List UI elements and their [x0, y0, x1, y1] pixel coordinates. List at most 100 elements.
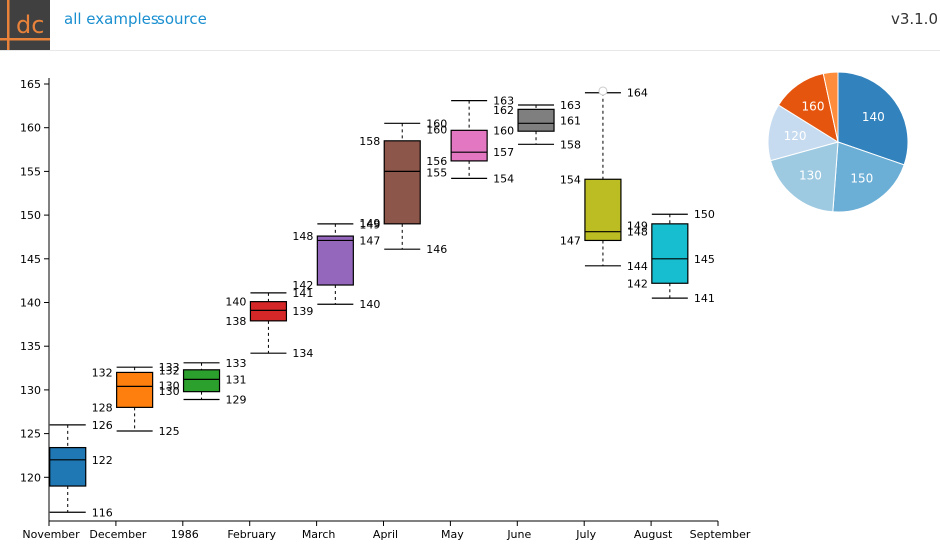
box-value-label: 125: [159, 425, 180, 438]
y-tick-label: 140: [20, 297, 41, 310]
box-group: 163 160 157 154: [450, 95, 514, 185]
y-tick-label: 130: [20, 384, 41, 397]
box-value-label: 141: [292, 287, 313, 300]
box-value-label: 145: [694, 253, 715, 266]
y-tick-label: 125: [20, 428, 41, 441]
x-tick-label: May: [441, 528, 464, 541]
y-tick-label: 165: [20, 78, 41, 91]
pie-chart: 140 150 130 120 160: [767, 71, 909, 213]
box-value-label: 163: [560, 99, 581, 112]
box-value-label: 139: [292, 305, 313, 318]
x-tick-label: September: [690, 528, 751, 541]
box-value-label: 130: [159, 385, 180, 398]
source-link[interactable]: source: [157, 10, 207, 28]
box-group: 150 145 142 141: [627, 208, 715, 305]
box-value-label: 138: [225, 315, 246, 328]
box-value-label: 132: [92, 366, 113, 379]
pie-slice: [769, 141, 839, 213]
box-value-label: 147: [359, 234, 380, 247]
pie-slice: [777, 72, 839, 144]
box-value-label: 142: [627, 277, 648, 290]
pie-slice-label: 130: [799, 169, 822, 183]
logo-text: dc: [16, 11, 44, 39]
box: [182, 369, 221, 393]
box-value-label: 130: [159, 380, 180, 393]
box-value-label: 158: [359, 135, 380, 148]
box-value-label: 158: [560, 138, 581, 151]
box-value-label: 133: [159, 361, 180, 374]
box-value-label: 142: [292, 279, 313, 292]
x-tick-label: June: [506, 528, 531, 541]
pie-slice: [832, 141, 905, 213]
box-value-label: 126: [92, 419, 113, 432]
pie-slice-label: 120: [784, 129, 807, 143]
box-value-label: 141: [694, 292, 715, 305]
outlier-point: [598, 86, 608, 96]
box-value-label: 140: [225, 296, 246, 309]
box-value-label: 162: [493, 104, 514, 117]
box: [316, 235, 354, 286]
x-tick-label: 1986: [171, 528, 199, 541]
box-value-label: 160: [426, 117, 447, 130]
header: dc all examples source v3.1.0: [0, 0, 940, 51]
box-plot-chart: 120 125 130 135 140 145 150 155 160 165 November De…: [20, 78, 751, 541]
version-label: v3.1.0: [890, 10, 938, 28]
pie-slice-label: 150: [850, 171, 873, 185]
box-value-label: 148: [627, 226, 648, 239]
box-value-label: 131: [226, 373, 247, 386]
box: [249, 301, 288, 322]
box-value-label: 122: [92, 454, 113, 467]
box-value-label: 164: [627, 87, 648, 100]
box-value-label: 132: [159, 365, 180, 378]
dc-logo[interactable]: dc: [0, 0, 50, 50]
x-tick-label: April: [373, 528, 398, 541]
box-group: 126 122 116: [49, 419, 113, 519]
box-value-label: 144: [627, 260, 648, 273]
pie-slice: [767, 104, 840, 162]
y-tick-label: 150: [20, 209, 41, 222]
x-tick-label: March: [302, 528, 336, 541]
box-group: 133 131 129: [182, 357, 247, 407]
box-value-label: 128: [92, 401, 113, 414]
y-tick-label: 155: [20, 165, 41, 178]
pie-slice-label: 160: [802, 100, 825, 114]
y-tick-label: 135: [20, 340, 41, 353]
box: [517, 108, 555, 132]
box-value-label: 148: [292, 230, 313, 243]
box: [49, 446, 87, 487]
box-value-label: 116: [92, 506, 113, 519]
box-value-label: 150: [694, 208, 715, 221]
all-examples-link[interactable]: all examples: [64, 10, 159, 28]
y-tick-label: 120: [20, 471, 41, 484]
box-value-label: 149: [359, 219, 380, 232]
pie-slice: [837, 71, 909, 166]
box-group: 141 140 139 138 134: [225, 287, 313, 360]
box-value-label: 147: [560, 234, 581, 247]
box-value-label: 163: [493, 95, 514, 108]
box-value-label: 129: [226, 394, 247, 407]
x-tick-label: August: [634, 528, 673, 541]
box-value-label: 146: [426, 243, 447, 256]
box-group: 163 162 161 158: [493, 99, 581, 151]
box-value-label: 140: [359, 298, 380, 311]
box-value-label: 161: [560, 115, 581, 128]
box-value-label: 154: [493, 172, 514, 185]
y-tick-label: 145: [20, 253, 41, 266]
box: [116, 371, 154, 408]
box: [450, 129, 488, 162]
box-value-label: 133: [226, 357, 247, 370]
box-value-label: 157: [493, 146, 514, 159]
box-value-label: 160: [426, 123, 447, 136]
box-value-label: 154: [560, 173, 581, 186]
x-tick-label: December: [89, 528, 147, 541]
box: [584, 178, 622, 242]
box: [383, 140, 421, 225]
box: [651, 223, 689, 284]
box-value-label: 134: [292, 347, 313, 360]
box-value-label: 149: [627, 220, 648, 233]
x-tick-label: July: [575, 528, 596, 541]
